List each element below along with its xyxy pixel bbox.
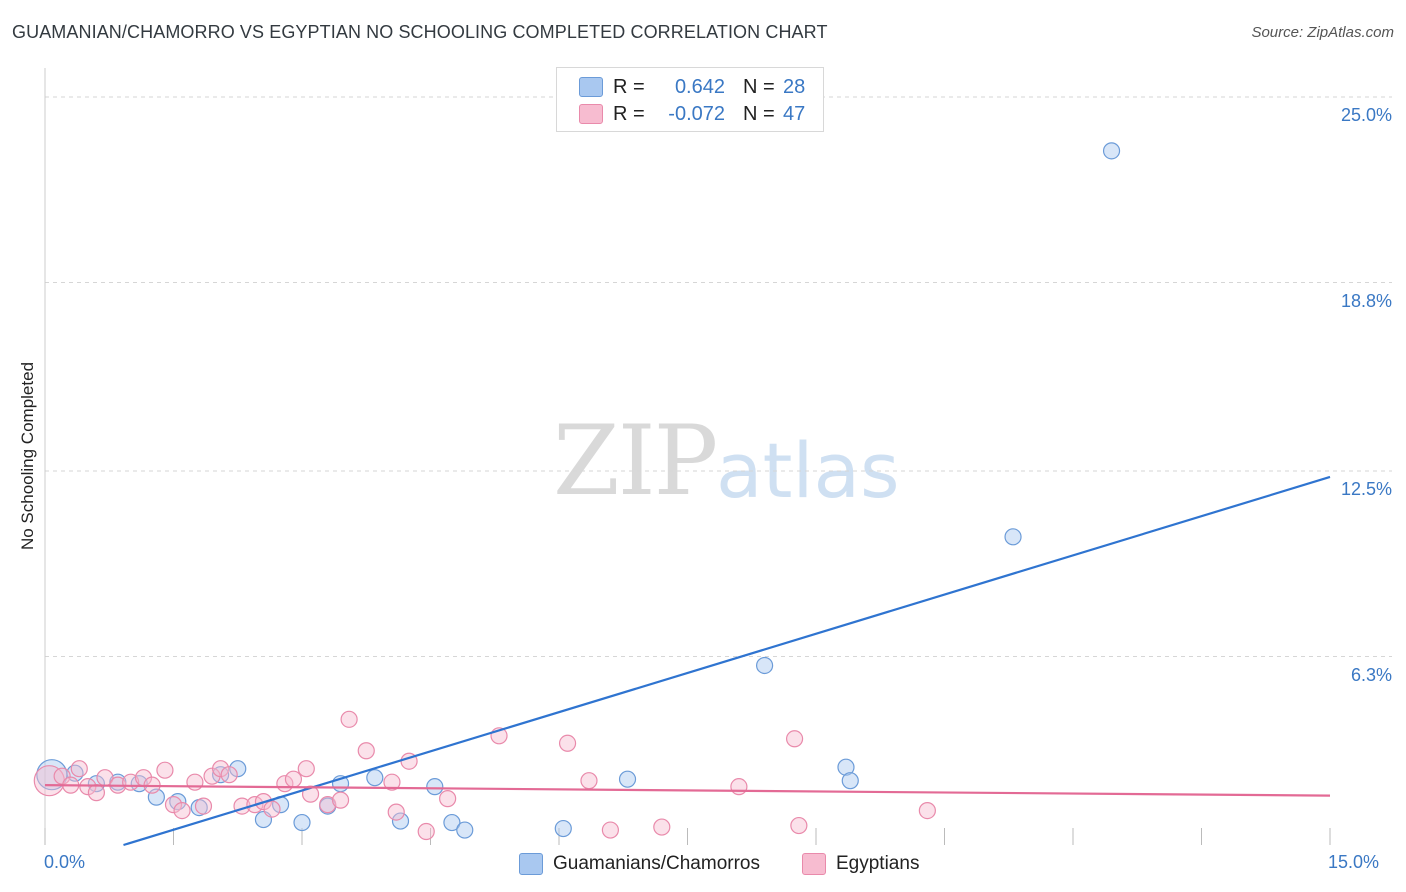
trend-line-egyptian: [44, 784, 1331, 797]
bottom-legend-label: Egyptians: [836, 853, 920, 874]
grid-lines: [45, 96, 1392, 658]
data-point-egyptian: [53, 767, 71, 785]
data-point-egyptian: [918, 801, 936, 820]
data-point-guamanian: [618, 770, 637, 788]
data-point-guamanian: [229, 760, 247, 778]
data-point-egyptian: [357, 742, 375, 760]
data-point-egyptian: [383, 773, 401, 791]
legend-swatch-pink: [579, 104, 603, 124]
axes: [44, 68, 1331, 845]
n-value: 28: [783, 75, 806, 98]
data-point-guamanian: [755, 656, 774, 675]
r-label: R =: [613, 75, 645, 98]
data-point-egyptian: [601, 821, 620, 839]
bottom-legend-guamanians: Guamanians/Chamorros: [519, 852, 760, 876]
data-point-egyptian: [790, 816, 808, 835]
correlation-legend: R = 0.642 N = 28 R = -0.072 N = 47: [556, 67, 824, 132]
n-label: N =: [743, 102, 775, 125]
trend-line-guamanian: [123, 475, 1331, 847]
data-point-egyptian: [263, 800, 281, 818]
data-point-egyptian: [558, 734, 577, 752]
x-tick-label-max: 15.0%: [1328, 852, 1380, 872]
data-point-egyptian: [653, 818, 671, 836]
data-point-egyptian: [387, 803, 405, 821]
n-label: N =: [743, 75, 775, 98]
y-tick-label: 18.8%: [1340, 290, 1392, 311]
data-point-egyptian: [331, 791, 350, 809]
data-point-egyptian: [156, 761, 174, 779]
y-tick-label: 12.5%: [1340, 479, 1392, 499]
data-point-egyptian: [212, 760, 230, 778]
r-value: 0.642: [674, 75, 725, 98]
data-point-egyptian: [319, 796, 337, 814]
data-points: [33, 142, 1121, 841]
watermark-zip: ZIP: [553, 405, 718, 517]
bottom-legend-label: Guamanians/Chamorros: [553, 853, 760, 874]
y-tick-label: 6.3%: [1350, 664, 1392, 685]
data-point-egyptian: [439, 790, 457, 808]
data-point-guamanian: [837, 758, 855, 776]
r-label: R =: [613, 102, 645, 125]
data-point-egyptian: [194, 797, 213, 815]
legend-row-guamanians: R = 0.642 N = 28: [579, 74, 805, 100]
trend-lines: [44, 475, 1331, 847]
data-point-egyptian: [580, 772, 598, 790]
data-point-guamanian: [456, 821, 474, 839]
data-point-egyptian: [70, 760, 88, 778]
data-point-egyptian: [87, 784, 106, 802]
y-tick-label: 25.0%: [1340, 105, 1392, 125]
x-tick-label-min: 0.0%: [44, 852, 86, 872]
legend-swatch-blue: [579, 77, 603, 97]
n-value: 47: [783, 102, 806, 125]
data-point-guamanian: [1102, 142, 1121, 160]
data-point-egyptian: [164, 796, 183, 814]
data-point-egyptian: [284, 770, 303, 788]
data-point-egyptian: [220, 766, 238, 784]
bottom-legend-egyptians: Egyptians: [802, 852, 919, 876]
data-point-guamanian: [293, 813, 311, 832]
data-point-guamanian: [366, 769, 384, 787]
data-point-egyptian: [730, 778, 748, 796]
r-value: -0.072: [668, 102, 725, 125]
chart-title: GUAMANIAN/CHAMORRO VS EGYPTIAN NO SCHOOL…: [12, 22, 828, 42]
data-point-egyptian: [785, 730, 804, 748]
data-point-guamanian: [1004, 528, 1022, 546]
data-point-egyptian: [186, 773, 204, 791]
data-point-guamanian: [443, 813, 461, 832]
source-credit: Source: ZipAtlas.com: [1251, 24, 1394, 41]
data-point-guamanian: [554, 819, 572, 838]
data-point-egyptian: [297, 760, 315, 778]
data-point-guamanian: [391, 812, 410, 830]
data-point-egyptian: [340, 710, 358, 728]
legend-row-egyptians: R = -0.072 N = 47: [579, 101, 805, 127]
bottom-legend-swatch-pink: [802, 853, 826, 875]
data-point-guamanian: [426, 778, 444, 796]
data-point-egyptian: [173, 801, 191, 820]
bottom-legend-swatch-blue: [519, 853, 543, 875]
data-point-egyptian: [417, 822, 435, 841]
data-point-guamanian: [841, 772, 859, 790]
